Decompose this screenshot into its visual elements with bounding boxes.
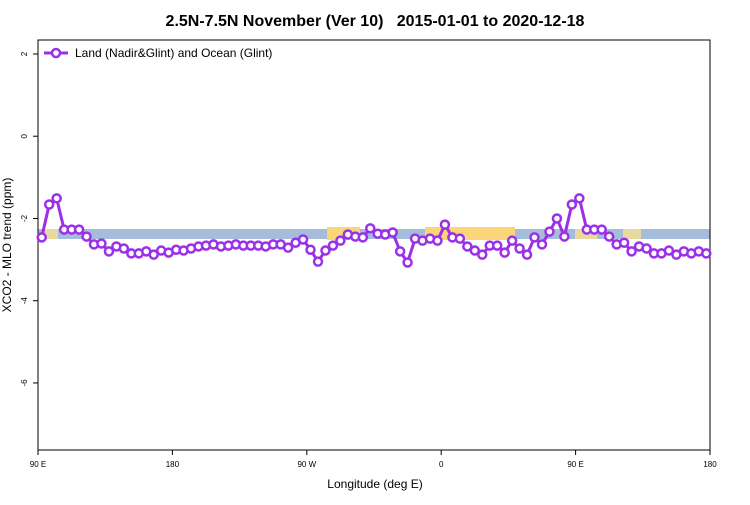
point <box>96 238 107 249</box>
point <box>491 240 503 251</box>
point <box>327 240 339 251</box>
x-tick-label: 180 <box>166 460 180 469</box>
point <box>51 193 62 204</box>
point <box>559 231 570 242</box>
point <box>335 235 346 246</box>
point <box>596 224 607 235</box>
point <box>387 227 398 238</box>
point <box>506 235 518 246</box>
point <box>641 243 652 254</box>
point <box>432 235 443 246</box>
y-tick-label: 2 <box>20 51 29 56</box>
point <box>103 246 115 257</box>
point <box>663 245 675 256</box>
point <box>701 248 712 259</box>
point <box>81 231 92 242</box>
point <box>320 245 331 256</box>
mixed-band <box>623 229 641 239</box>
point <box>514 243 525 254</box>
point <box>282 242 294 253</box>
point <box>566 199 578 210</box>
x-tick-label: 0 <box>439 460 444 469</box>
point <box>357 232 369 243</box>
x-tick-label: 180 <box>703 460 717 469</box>
point <box>312 256 324 267</box>
chart-title: 2.5N-7.5N November (Ver 10) 2015-01-01 t… <box>166 13 585 30</box>
point <box>618 237 630 248</box>
point <box>43 199 55 210</box>
point <box>402 257 413 268</box>
point <box>394 246 406 257</box>
x-axis-label: Longitude (deg E) <box>327 477 422 491</box>
point <box>73 224 85 235</box>
point <box>499 247 510 258</box>
point <box>439 219 451 230</box>
point <box>574 193 585 204</box>
legend-label: Land (Nadir&Glint) and Ocean (Glint) <box>75 46 272 60</box>
x-tick-label: 90 E <box>30 460 46 469</box>
point <box>536 239 548 250</box>
point <box>603 231 615 242</box>
point <box>544 226 555 237</box>
y-tick-label: -2 <box>20 214 29 222</box>
x-tick-label: 90 E <box>567 460 583 469</box>
point <box>118 243 130 254</box>
plot-frame <box>37 39 711 451</box>
y-tick-label: -6 <box>20 379 29 387</box>
point <box>626 246 637 257</box>
point <box>297 234 309 245</box>
point <box>551 213 563 224</box>
point <box>148 249 159 260</box>
mixed-band <box>42 229 58 239</box>
point <box>521 249 533 260</box>
point <box>477 249 488 260</box>
point <box>469 245 481 256</box>
point <box>454 233 466 244</box>
y-tick-label: 0 <box>20 133 29 138</box>
y-axis-label: XCO2 - MLO trend (ppm) <box>0 178 14 313</box>
point <box>462 241 473 252</box>
y-tick-label: -4 <box>20 297 29 305</box>
point <box>36 232 47 243</box>
point <box>365 223 376 234</box>
point <box>529 232 540 243</box>
legend-marker <box>50 47 62 59</box>
x-tick-label: 90 W <box>297 460 316 469</box>
point <box>305 244 316 255</box>
